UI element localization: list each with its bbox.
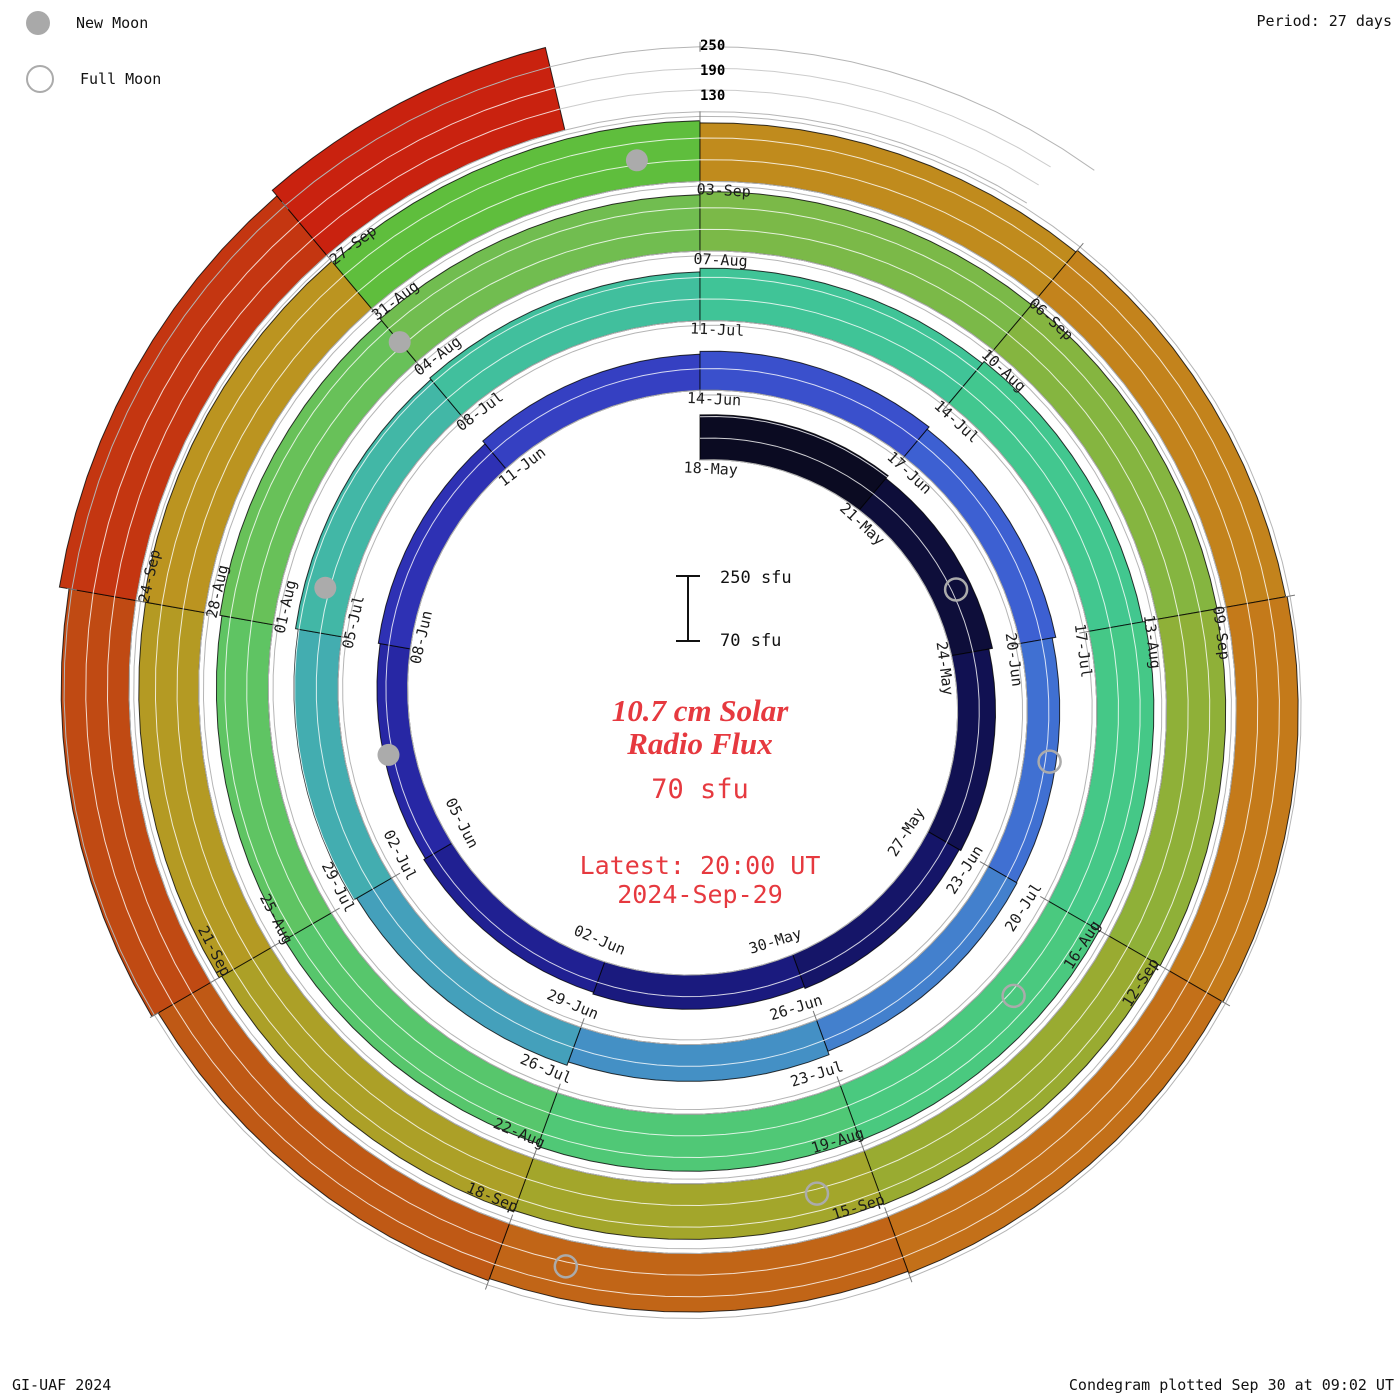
date-tick-label: 11-Jul	[690, 319, 745, 340]
date-tick-label: 14-Jun	[687, 389, 742, 410]
date-tick-label: 18-May	[683, 458, 738, 479]
date-tick-label: 30-May	[747, 924, 804, 957]
full-moon-marker	[553, 1254, 579, 1279]
new-moon-marker	[314, 576, 337, 599]
full-moon-marker	[1037, 749, 1062, 774]
new-moon-marker	[377, 743, 400, 766]
new-moon-marker	[388, 331, 411, 354]
full-moon-marker	[804, 1181, 830, 1206]
date-tick-label: 07-Aug	[693, 250, 748, 271]
new-moon-marker	[625, 149, 648, 172]
date-tick-label: 03-Sep	[696, 180, 751, 201]
full-moon-marker	[943, 577, 969, 602]
full-moon-marker	[1001, 983, 1026, 1009]
